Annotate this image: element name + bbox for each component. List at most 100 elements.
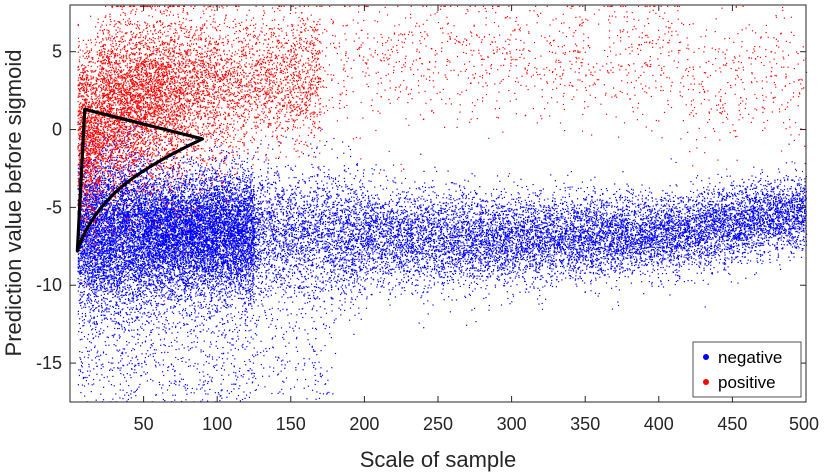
negative-point [130,214,132,216]
negative-point [694,237,696,239]
negative-point [198,261,200,263]
negative-point [591,254,593,256]
negative-point [177,285,179,287]
negative-point [708,206,710,208]
negative-point [123,165,125,167]
negative-point [252,227,254,229]
negative-point [397,221,399,223]
negative-point [608,228,610,230]
negative-point [163,213,165,215]
negative-point [135,305,137,307]
negative-point [246,158,249,160]
negative-point [602,272,604,274]
negative-point [170,139,172,141]
negative-point [686,253,688,255]
negative-point [534,277,537,279]
negative-point [560,238,562,241]
negative-point [90,342,92,344]
negative-point [390,231,392,233]
negative-point [317,244,319,246]
negative-point [427,253,429,255]
negative-point [233,244,235,246]
negative-point [239,248,242,250]
negative-point [232,194,234,196]
negative-point [196,368,198,370]
negative-point [219,250,221,252]
negative-point [370,221,373,223]
negative-point [200,179,202,181]
negative-point [237,194,239,196]
negative-point [766,209,768,211]
negative-point [106,298,108,300]
negative-point [618,277,620,279]
negative-point [578,252,580,254]
negative-point [549,212,551,215]
negative-point [618,215,620,217]
negative-point [219,130,221,132]
negative-point [424,243,426,245]
negative-point [639,258,641,260]
negative-point [237,244,239,246]
negative-point [177,225,179,227]
negative-point [79,357,81,359]
negative-point [730,213,732,215]
negative-point [673,211,675,213]
negative-point [391,253,393,255]
negative-point [123,199,125,201]
negative-point [569,259,571,261]
negative-point [737,282,739,284]
negative-point [137,310,139,312]
negative-point [225,175,227,177]
negative-point [458,254,461,256]
negative-point [154,215,157,217]
negative-point [126,150,129,152]
negative-point [514,259,516,261]
negative-point [330,196,333,198]
negative-point [285,274,288,276]
negative-point [792,193,794,195]
negative-point [605,232,607,234]
negative-point [638,264,640,266]
negative-point [86,283,88,285]
negative-point [630,282,632,284]
negative-point [139,179,141,182]
negative-point [177,184,179,186]
negative-point [453,270,455,272]
negative-point [180,193,182,195]
negative-point [138,220,140,222]
negative-point [230,273,232,275]
negative-point [569,267,571,269]
negative-point [162,222,164,225]
negative-point [148,241,150,243]
negative-point [105,275,108,277]
negative-point [495,232,497,234]
negative-point [758,225,760,227]
negative-point [598,210,600,212]
negative-point [117,133,119,135]
negative-point [492,224,494,226]
negative-point [177,199,179,201]
negative-point [214,265,216,267]
negative-point [530,231,532,233]
negative-point [225,277,228,279]
negative-point [128,248,130,250]
negative-point [145,187,147,189]
negative-point [472,221,474,223]
negative-point [649,245,651,247]
negative-point [303,387,305,389]
negative-point [688,244,691,246]
negative-point [487,240,490,242]
negative-point [469,272,471,274]
negative-point [387,242,389,244]
negative-point [149,263,151,265]
negative-point [408,223,410,225]
negative-point [574,244,576,246]
negative-point [493,259,495,261]
negative-point [542,237,544,239]
negative-point [118,367,120,369]
negative-point [697,175,699,177]
negative-point [529,240,532,242]
negative-point [276,203,278,205]
negative-point [428,245,430,247]
negative-point [335,254,337,256]
